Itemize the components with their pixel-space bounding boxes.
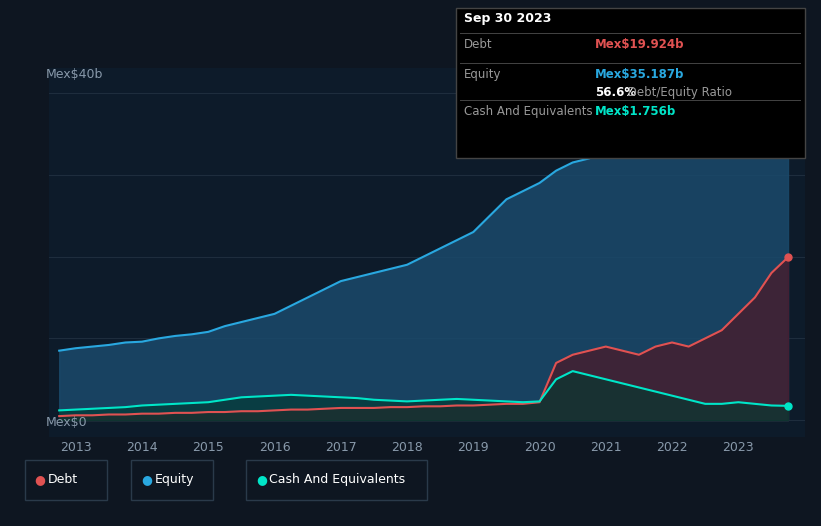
Text: Debt: Debt	[48, 473, 78, 487]
Text: Mex$1.756b: Mex$1.756b	[595, 105, 677, 118]
Text: ●: ●	[141, 473, 152, 487]
Text: Mex$35.187b: Mex$35.187b	[595, 68, 685, 82]
Text: Mex$40b: Mex$40b	[45, 68, 103, 82]
Text: Debt/Equity Ratio: Debt/Equity Ratio	[624, 86, 732, 99]
Text: ●: ●	[256, 473, 267, 487]
Text: Debt: Debt	[464, 38, 493, 52]
Text: ●: ●	[34, 473, 45, 487]
Text: Mex$0: Mex$0	[45, 417, 87, 429]
Text: Mex$19.924b: Mex$19.924b	[595, 38, 685, 52]
Text: Sep 30 2023: Sep 30 2023	[464, 12, 551, 25]
Text: Cash And Equivalents: Cash And Equivalents	[269, 473, 406, 487]
Text: Equity: Equity	[464, 68, 502, 82]
Text: Equity: Equity	[154, 473, 194, 487]
Text: 56.6%: 56.6%	[595, 86, 636, 99]
Text: Cash And Equivalents: Cash And Equivalents	[464, 105, 593, 118]
